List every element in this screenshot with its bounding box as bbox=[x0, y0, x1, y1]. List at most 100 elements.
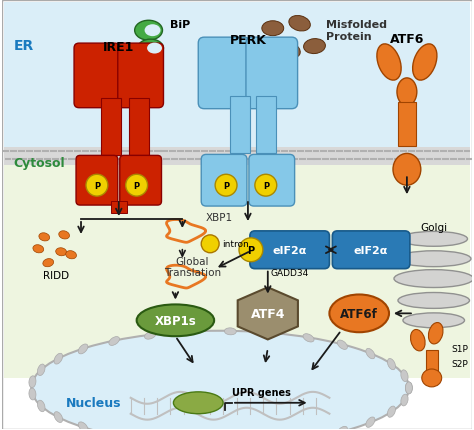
Ellipse shape bbox=[31, 331, 409, 430]
Text: eIF2α: eIF2α bbox=[273, 245, 307, 255]
Bar bbox=[3, 148, 471, 166]
Text: IRE1: IRE1 bbox=[103, 41, 135, 54]
Ellipse shape bbox=[396, 251, 471, 267]
Text: ATF6f: ATF6f bbox=[340, 307, 378, 320]
Text: BiP: BiP bbox=[171, 20, 191, 30]
Ellipse shape bbox=[37, 400, 45, 412]
Ellipse shape bbox=[78, 344, 88, 354]
Circle shape bbox=[86, 175, 108, 197]
Ellipse shape bbox=[224, 328, 236, 335]
Bar bbox=[398, 102, 416, 147]
Ellipse shape bbox=[398, 293, 469, 309]
Text: RIDD: RIDD bbox=[43, 270, 69, 280]
Ellipse shape bbox=[137, 305, 214, 336]
Ellipse shape bbox=[410, 330, 425, 351]
Ellipse shape bbox=[428, 323, 443, 344]
Ellipse shape bbox=[56, 248, 66, 256]
Bar bbox=[3, 3, 471, 150]
Ellipse shape bbox=[269, 59, 291, 74]
Text: ATF6: ATF6 bbox=[390, 33, 424, 46]
Text: P: P bbox=[94, 181, 100, 190]
Ellipse shape bbox=[413, 45, 437, 81]
Text: UPR genes: UPR genes bbox=[232, 387, 291, 397]
Text: P: P bbox=[247, 245, 255, 255]
Text: S1P: S1P bbox=[452, 344, 468, 353]
Ellipse shape bbox=[43, 259, 54, 267]
Ellipse shape bbox=[29, 376, 36, 388]
Text: ATF4: ATF4 bbox=[251, 307, 285, 320]
Ellipse shape bbox=[400, 232, 467, 247]
Text: P: P bbox=[263, 181, 269, 190]
FancyBboxPatch shape bbox=[250, 231, 329, 269]
Ellipse shape bbox=[393, 154, 421, 186]
Text: ER: ER bbox=[13, 39, 34, 53]
Ellipse shape bbox=[329, 295, 389, 332]
Bar bbox=[111, 202, 127, 214]
Ellipse shape bbox=[394, 270, 474, 288]
FancyBboxPatch shape bbox=[118, 44, 164, 108]
Text: PERK: PERK bbox=[229, 34, 266, 47]
FancyBboxPatch shape bbox=[201, 155, 247, 206]
Text: Golgi: Golgi bbox=[420, 222, 447, 232]
Ellipse shape bbox=[109, 337, 119, 346]
Text: XBP1s: XBP1s bbox=[155, 314, 196, 327]
Bar bbox=[129, 98, 148, 156]
Ellipse shape bbox=[65, 251, 76, 259]
Ellipse shape bbox=[366, 417, 375, 427]
Ellipse shape bbox=[403, 313, 465, 328]
Ellipse shape bbox=[401, 370, 408, 382]
FancyBboxPatch shape bbox=[246, 38, 298, 109]
Ellipse shape bbox=[401, 394, 408, 406]
FancyBboxPatch shape bbox=[198, 38, 250, 109]
Text: XBP1: XBP1 bbox=[205, 212, 232, 222]
Ellipse shape bbox=[262, 22, 284, 37]
Ellipse shape bbox=[422, 369, 442, 387]
Text: P: P bbox=[134, 181, 140, 190]
Circle shape bbox=[239, 238, 263, 262]
Ellipse shape bbox=[33, 245, 44, 253]
Text: Global
Translation: Global Translation bbox=[164, 256, 221, 278]
Ellipse shape bbox=[59, 231, 70, 239]
Circle shape bbox=[215, 175, 237, 197]
FancyBboxPatch shape bbox=[249, 155, 295, 206]
Ellipse shape bbox=[279, 43, 300, 59]
Ellipse shape bbox=[387, 406, 395, 417]
Circle shape bbox=[126, 175, 147, 197]
Ellipse shape bbox=[366, 349, 375, 359]
Ellipse shape bbox=[303, 40, 326, 55]
Polygon shape bbox=[237, 288, 298, 340]
Ellipse shape bbox=[54, 412, 63, 423]
Bar bbox=[256, 97, 276, 154]
Ellipse shape bbox=[377, 45, 401, 81]
Text: Nucleus: Nucleus bbox=[66, 396, 122, 409]
FancyBboxPatch shape bbox=[76, 156, 118, 206]
Circle shape bbox=[201, 235, 219, 253]
Text: S2P: S2P bbox=[452, 359, 468, 368]
Ellipse shape bbox=[183, 329, 195, 336]
Ellipse shape bbox=[405, 382, 412, 394]
Bar bbox=[230, 97, 250, 154]
Ellipse shape bbox=[135, 21, 163, 41]
Ellipse shape bbox=[387, 359, 395, 370]
Ellipse shape bbox=[137, 40, 164, 58]
FancyBboxPatch shape bbox=[120, 156, 162, 206]
Ellipse shape bbox=[173, 392, 223, 414]
Ellipse shape bbox=[289, 16, 310, 32]
Ellipse shape bbox=[54, 353, 63, 364]
Text: Cytosol: Cytosol bbox=[13, 157, 65, 169]
Ellipse shape bbox=[29, 388, 36, 400]
FancyBboxPatch shape bbox=[74, 44, 120, 108]
Text: intron: intron bbox=[222, 240, 249, 249]
FancyBboxPatch shape bbox=[332, 231, 410, 269]
Bar bbox=[3, 150, 471, 378]
Text: GADD34: GADD34 bbox=[271, 268, 309, 277]
Ellipse shape bbox=[405, 382, 412, 394]
Ellipse shape bbox=[78, 422, 88, 430]
Bar bbox=[426, 350, 438, 372]
Ellipse shape bbox=[147, 43, 162, 55]
Ellipse shape bbox=[37, 364, 45, 376]
Circle shape bbox=[255, 175, 277, 197]
Bar bbox=[101, 98, 121, 156]
Ellipse shape bbox=[337, 427, 347, 430]
Ellipse shape bbox=[39, 233, 50, 241]
